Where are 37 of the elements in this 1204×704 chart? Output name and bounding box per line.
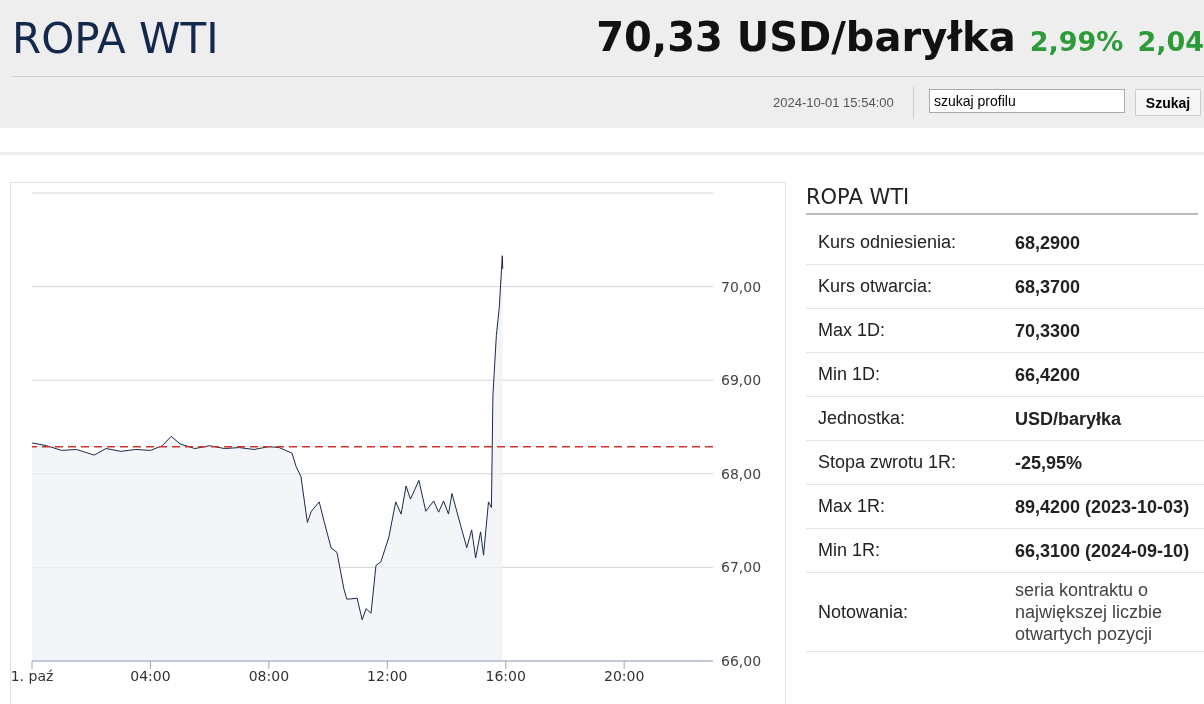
- text: 89,4200 (2023-10-03): [1015, 495, 1191, 519]
- x-tick-label: 04:00: [130, 667, 171, 684]
- text: 2,04: [1137, 26, 1204, 57]
- y-tick-label: 70,00: [721, 278, 762, 295]
- x-tick-label: 08:00: [248, 667, 290, 684]
- text: 68,2900: [1015, 231, 1082, 255]
- chart-title: ROPA WTI: [12, 14, 219, 63]
- text: 66,3100 (2024-09-10): [1015, 539, 1191, 563]
- text: Min 1D:: [817, 364, 881, 385]
- text: 2,99%: [1029, 26, 1124, 57]
- x-tick-label: 20:00: [603, 667, 645, 684]
- text: 70,3300: [1015, 319, 1082, 343]
- y-tick-label: 66,00: [721, 652, 762, 669]
- text: Min 1R:: [817, 540, 881, 561]
- x-tick-label: 16:00: [485, 667, 526, 684]
- text: Max 1D:: [817, 320, 887, 341]
- x-tick-label: 1. paź: [10, 667, 54, 684]
- text: Jednostka:: [817, 408, 907, 429]
- text: USD/baryłka: [1015, 407, 1123, 431]
- text: 66,4200: [1015, 363, 1082, 387]
- y-tick-label: 67,00: [721, 559, 762, 576]
- search-button: Szukaj: [1135, 89, 1201, 116]
- text: ROPA WTI: [806, 185, 1198, 215]
- text: Kurs otwarcia:: [817, 276, 934, 297]
- text: Notowania:: [817, 601, 910, 623]
- y-tick-label: 69,00: [721, 372, 762, 389]
- y-tick-label: 68,00: [721, 465, 762, 482]
- text: Kurs odniesienia:: [817, 232, 958, 253]
- text: 68,3700: [1015, 275, 1082, 299]
- x-tick-label: 12:00: [367, 667, 408, 684]
- text: 70,33 USD/baryłka: [596, 14, 1016, 60]
- text: Stopa zwrotu 1R:: [817, 452, 958, 473]
- text: Max 1R:: [817, 496, 887, 517]
- text: seria kontraktu o największej liczbie otwartych pozycji: [1015, 579, 1164, 646]
- text: -25,95%: [1015, 451, 1084, 475]
- text: 2024-10-01 15:54:00: [773, 95, 894, 110]
- search-field: szukaj profilu: [929, 89, 1125, 113]
